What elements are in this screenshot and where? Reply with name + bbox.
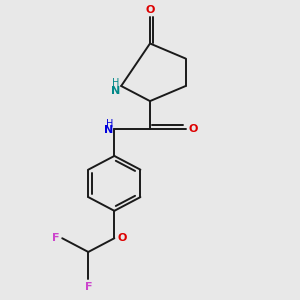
Text: H: H: [112, 78, 120, 88]
Text: O: O: [118, 233, 127, 243]
Text: O: O: [145, 5, 155, 15]
Text: H: H: [106, 118, 113, 129]
Text: N: N: [104, 125, 113, 135]
Text: O: O: [189, 124, 198, 134]
Text: N: N: [111, 86, 120, 96]
Text: F: F: [85, 282, 92, 292]
Text: F: F: [52, 233, 59, 243]
